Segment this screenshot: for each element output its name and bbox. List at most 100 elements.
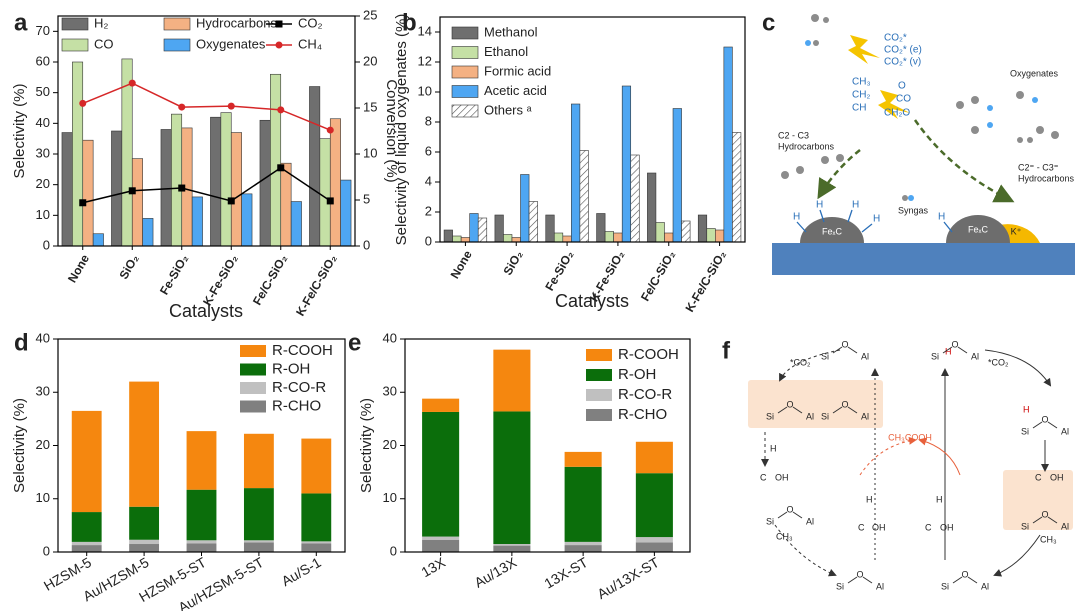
- line-marker: [178, 184, 186, 192]
- line-marker: [326, 126, 334, 134]
- diagram-c: c FeₓC FeₓC K⁺ H H H H H CO₂* CO₂* (e) C…: [762, 9, 1075, 275]
- bar: [460, 237, 470, 243]
- legend-swatch: [275, 20, 283, 28]
- bar-segment: [564, 451, 602, 467]
- bar: [443, 229, 453, 243]
- h-atom: H: [816, 200, 823, 211]
- panel-label: a: [14, 9, 28, 36]
- y2-tick-label: 25: [363, 7, 377, 22]
- x-tick-label: K-Fe-SiO₂: [200, 252, 240, 308]
- atom-label: Si: [1021, 426, 1029, 436]
- y-tick-label: 4: [425, 173, 432, 188]
- h-atom: H: [793, 212, 800, 223]
- bar: [562, 235, 572, 243]
- bar-segment: [71, 410, 102, 513]
- ch3-label: CH₃: [1040, 534, 1057, 544]
- bar: [241, 193, 253, 247]
- bar: [469, 213, 479, 243]
- bar-segment: [493, 411, 531, 545]
- atom-label: Al: [981, 581, 989, 591]
- y-tick-label: 70: [36, 23, 50, 38]
- h-atom: H: [938, 212, 945, 223]
- bar: [72, 61, 84, 247]
- bar-segment: [301, 493, 332, 542]
- bar: [92, 233, 104, 247]
- y-axis-title: Selectivity (%): [358, 398, 375, 493]
- y2-tick-label: 10: [363, 145, 377, 160]
- y-tick-label: 30: [36, 384, 50, 399]
- bar: [681, 220, 691, 243]
- bar: [630, 154, 640, 243]
- bar: [280, 162, 292, 247]
- y-tick-label: 2: [425, 203, 432, 218]
- plot-frame: [404, 338, 691, 553]
- lightning: [848, 35, 880, 64]
- atom-label: Al: [876, 581, 884, 591]
- bar-segment: [635, 542, 673, 552]
- bond: [777, 406, 788, 414]
- oh-label: OH: [775, 472, 789, 482]
- legend-swatch: [163, 17, 191, 31]
- y-axis-title: Selectivity (%): [11, 83, 28, 178]
- y-tick-label: 12: [418, 53, 432, 68]
- carbide-particle: [800, 217, 864, 243]
- line-marker: [277, 164, 285, 172]
- cycle-arrow: [993, 534, 1041, 577]
- y-tick-label: 60: [36, 53, 50, 68]
- y-tick-label: 20: [36, 437, 50, 452]
- bar: [111, 130, 123, 247]
- oxygenates-label: Oxygenates: [1010, 68, 1059, 78]
- line-series: [82, 82, 331, 131]
- panel-label: e: [348, 329, 361, 356]
- bar: [528, 201, 538, 243]
- intermediate: CH: [852, 103, 866, 114]
- oxy-intermediate: CH₂O: [884, 108, 910, 119]
- legend-label: R-CO-R: [272, 379, 326, 396]
- bond: [792, 511, 803, 519]
- bar-segment: [243, 433, 274, 489]
- bar: [579, 150, 589, 243]
- bar: [131, 158, 143, 247]
- bond: [942, 346, 953, 354]
- y-tick-label: 10: [383, 490, 397, 505]
- bond: [832, 406, 843, 414]
- bar-segment: [635, 441, 673, 474]
- cycle-arrow: [779, 349, 841, 382]
- species: CO₂* (v): [884, 57, 921, 68]
- carbide-label: FeₓC: [822, 226, 842, 236]
- atom-label: Al: [861, 411, 869, 421]
- x-tick-label: K-Fe/C-SiO₂: [293, 252, 339, 318]
- bar-segment: [301, 438, 332, 494]
- bar: [697, 214, 708, 243]
- h-atom: H: [852, 200, 859, 211]
- line-marker: [128, 79, 136, 87]
- olefins-label: C2⁼ - C3⁼: [1018, 162, 1059, 172]
- bar-segment: [243, 488, 274, 541]
- y2-tick-label: 15: [363, 99, 377, 114]
- legend-label: R-CO-R: [618, 386, 672, 403]
- y-axis-title: Selectivity of liquid oxygenates (%): [393, 14, 410, 246]
- legend-swatch: [61, 17, 89, 31]
- plot-frame: [57, 15, 356, 247]
- bond: [952, 576, 963, 584]
- ch3-label: CH₃: [776, 531, 793, 541]
- legend-swatch: [240, 345, 266, 357]
- x-tick-label: None: [448, 248, 475, 281]
- y-tick-label: 10: [36, 490, 50, 505]
- bar: [160, 129, 172, 247]
- lightning: [878, 90, 910, 119]
- legend-swatch: [451, 65, 479, 79]
- panel-label: c: [762, 9, 775, 36]
- h-label: H: [936, 494, 943, 504]
- legend-label: Others ᵃ: [484, 102, 532, 117]
- legend-label: CH₄: [298, 36, 322, 51]
- legend-swatch: [451, 46, 479, 59]
- y-tick-label: 0: [43, 237, 50, 252]
- hydrocarbons-label: C2 - C3: [778, 130, 809, 140]
- atom-label: Si: [821, 351, 829, 361]
- bond: [957, 346, 968, 354]
- bar-segment: [186, 489, 217, 541]
- line-marker: [326, 197, 334, 205]
- x-tick-label: SiO₂: [500, 248, 525, 278]
- legend-label: R-OH: [272, 360, 310, 377]
